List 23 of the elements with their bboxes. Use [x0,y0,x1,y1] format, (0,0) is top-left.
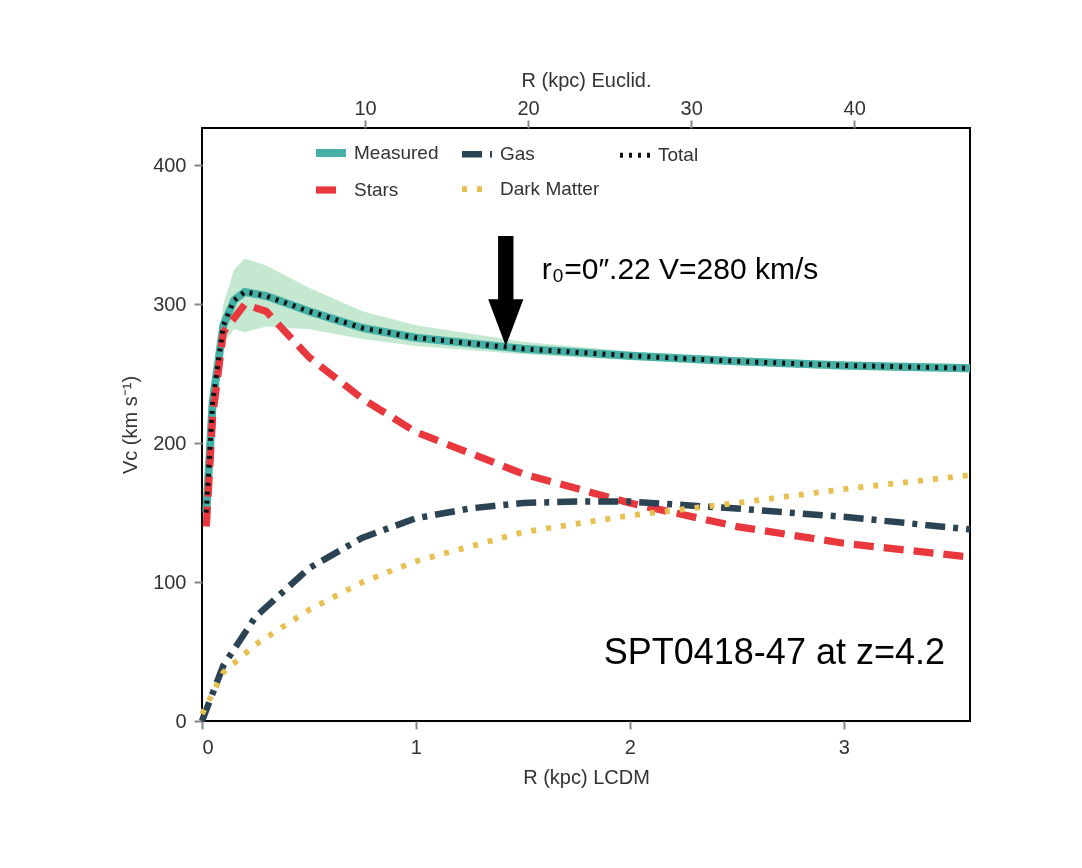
legend-label: Total [658,144,699,166]
x2-tick-label: 20 [517,96,540,119]
y-tick-label: 300 [153,292,187,315]
x2-tick-label: 10 [354,96,377,119]
legend-label: Gas [500,143,535,165]
x-tick-label: 0 [202,735,214,758]
y-axis-title: Vc (km s⁻¹) [119,375,142,475]
legend-label: Stars [354,179,399,200]
legend-label: Measured [354,142,439,163]
y-tick-label: 200 [153,431,187,454]
x-tick-label: 1 [410,735,422,758]
x-tick-label: 2 [624,735,636,758]
x2-tick-label: 30 [680,96,703,119]
x-tick-label: 3 [838,735,850,758]
y-tick-label: 0 [175,709,187,732]
x2-axis-title: R (kpc) Euclid. [521,68,652,91]
annotation: r₀=0″.22 V=280 km/s [541,252,819,286]
x-axis-title: R (kpc) LCDM [523,765,650,788]
legend-label: Dark Matter [500,178,600,199]
y-tick-label: 400 [153,154,187,176]
y-tick-label: 100 [153,570,187,593]
x2-tick-label: 40 [843,96,866,119]
annotation: SPT0418-47 at z=4.2 [603,631,945,672]
